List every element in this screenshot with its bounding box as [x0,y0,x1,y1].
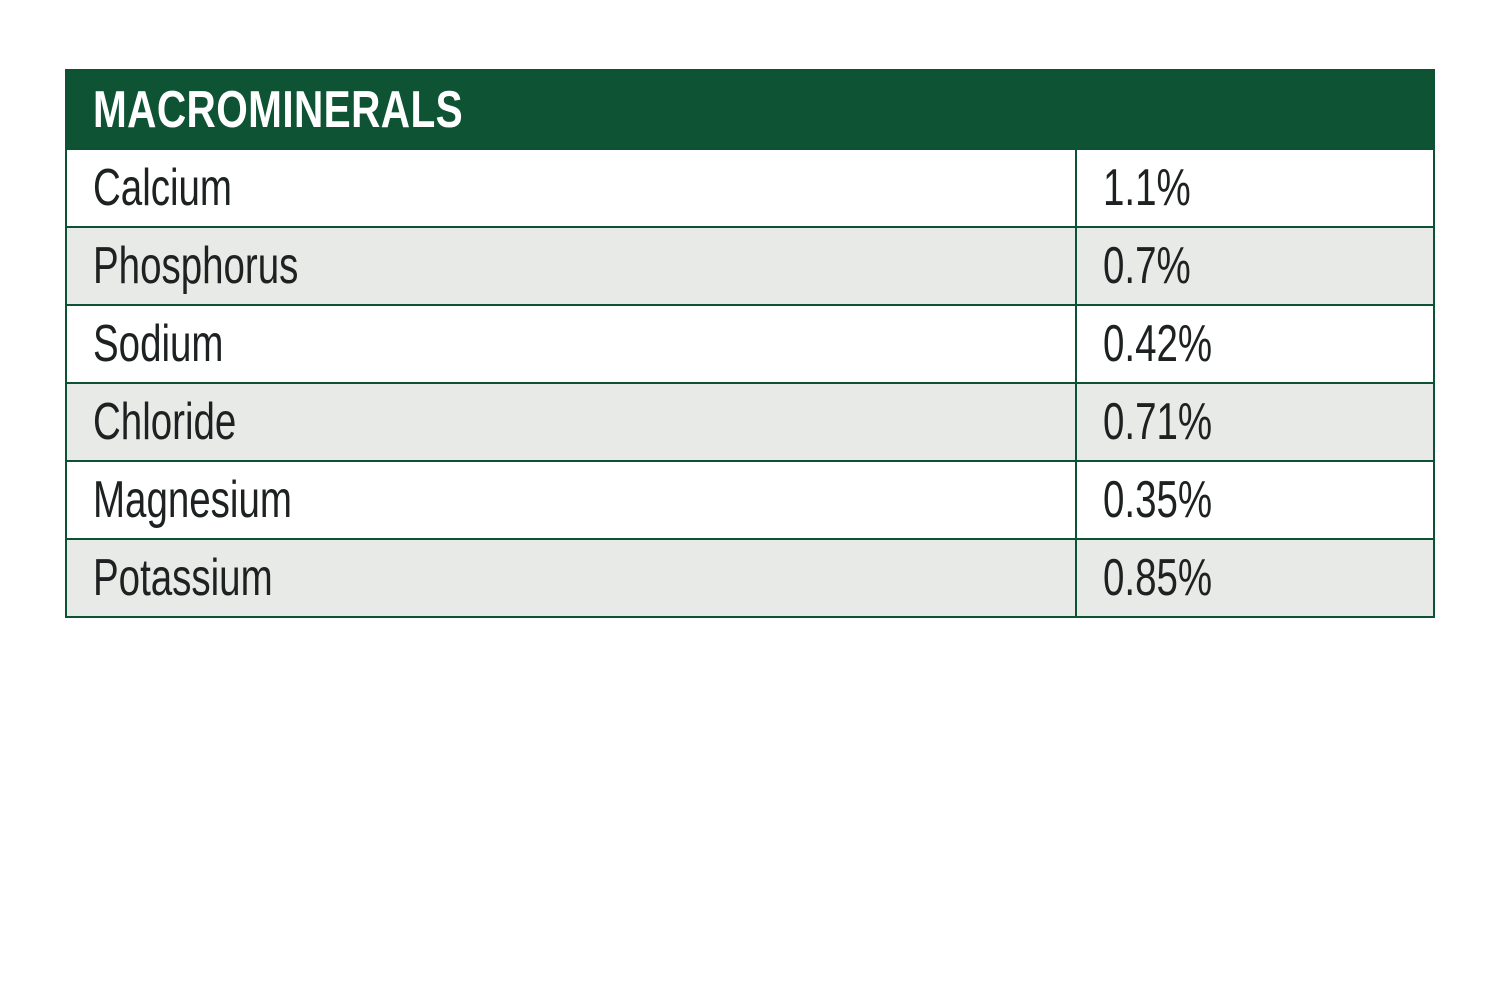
table-row: Magnesium 0.35% [67,462,1433,540]
table-row: Potassium 0.85% [67,540,1433,616]
mineral-cell: Phosphorus [67,228,1077,304]
mineral-name: Sodium [93,315,224,373]
table-row: Calcium 1.1% [67,150,1433,228]
value-cell: 0.35% [1077,462,1433,538]
mineral-name: Potassium [93,549,273,607]
mineral-cell: Sodium [67,306,1077,382]
mineral-cell: Chloride [67,384,1077,460]
mineral-name: Magnesium [93,471,292,529]
value-cell: 0.71% [1077,384,1433,460]
table-row: Phosphorus 0.7% [67,228,1433,306]
table-header: MACROMINERALS [67,71,1433,150]
mineral-name: Chloride [93,393,237,451]
header-title: MACROMINERALS [93,80,464,139]
table-row: Chloride 0.71% [67,384,1433,462]
mineral-name: Calcium [93,159,232,217]
mineral-value: 0.71% [1103,393,1213,451]
mineral-cell: Potassium [67,540,1077,616]
mineral-name: Phosphorus [93,237,299,295]
mineral-value: 0.7% [1103,237,1191,295]
table-row: Sodium 0.42% [67,306,1433,384]
mineral-value: 1.1% [1103,159,1191,217]
value-cell: 1.1% [1077,150,1433,226]
value-cell: 0.85% [1077,540,1433,616]
value-cell: 0.7% [1077,228,1433,304]
mineral-value: 0.42% [1103,315,1213,373]
mineral-value: 0.85% [1103,549,1213,607]
mineral-value: 0.35% [1103,471,1213,529]
mineral-cell: Calcium [67,150,1077,226]
mineral-cell: Magnesium [67,462,1077,538]
value-cell: 0.42% [1077,306,1433,382]
minerals-table: MACROMINERALS Calcium 1.1% Phosphorus 0.7% S… [65,69,1435,618]
